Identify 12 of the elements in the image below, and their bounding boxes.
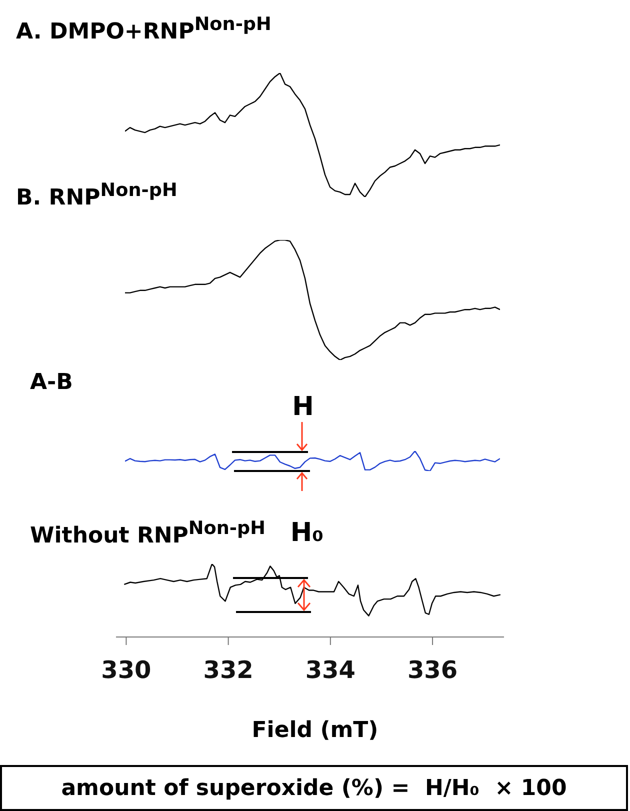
x-tick-label: 334 bbox=[305, 656, 356, 684]
chart-title: Without RNP$^{Non-pH}$ bbox=[30, 518, 266, 548]
text: H₀ bbox=[289, 518, 325, 548]
chart-title: A. DMPO+RNP$^{Non-pH}$ bbox=[16, 14, 272, 44]
x-tick-label: 332 bbox=[203, 656, 254, 684]
text: amount of superoxide (%) = H/H₀ × 100 bbox=[0, 765, 628, 811]
text: H bbox=[291, 392, 315, 422]
chart-title: A-B bbox=[30, 370, 73, 395]
x-tick-label: 336 bbox=[407, 656, 458, 684]
chart-title: B. RNP$^{Non-pH}$ bbox=[16, 180, 178, 210]
x-axis-title: Field (mT) bbox=[250, 718, 380, 743]
x-tick-label: 330 bbox=[101, 656, 152, 684]
